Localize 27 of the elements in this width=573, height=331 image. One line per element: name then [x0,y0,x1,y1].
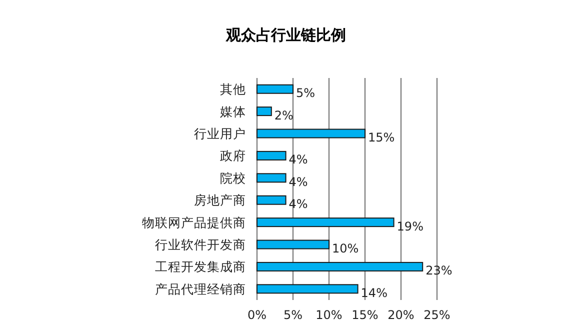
data-label: 4% [288,197,308,212]
data-label: 23% [426,264,452,278]
ytick-label: 行业用户 [194,126,246,141]
data-label: 4% [288,152,308,167]
data-label: 4% [288,174,308,189]
xtick-label: 20% [388,308,414,322]
xtick-label: 5% [283,308,303,322]
ytick-label: 工程开发集成商 [155,259,246,274]
ytick-label: 其他 [220,82,246,97]
data-label: 5% [296,86,316,100]
ytick-label: 政府 [220,148,246,164]
xtick-label: 10% [316,308,342,322]
xtick-label: 0% [247,308,267,322]
ytick-label: 物联网产品提供商 [142,214,246,230]
data-label: 2% [274,108,294,122]
ytick-label: 媒体 [220,104,246,119]
ytick-label: 行业软件开发商 [155,237,246,252]
data-label: 10% [332,242,359,256]
title: 观众占行业链比例 [226,26,346,44]
ytick-label: 院校 [220,170,246,186]
ytick-label: 产品代理经销商 [155,281,246,296]
xtick-label: 25% [424,308,450,322]
data-label: 15% [368,130,395,144]
data-label: 19% [396,219,424,234]
xtick-label: 15% [352,308,378,322]
data-label: 14% [360,286,388,300]
ytick-label: 房地产商 [194,192,246,208]
